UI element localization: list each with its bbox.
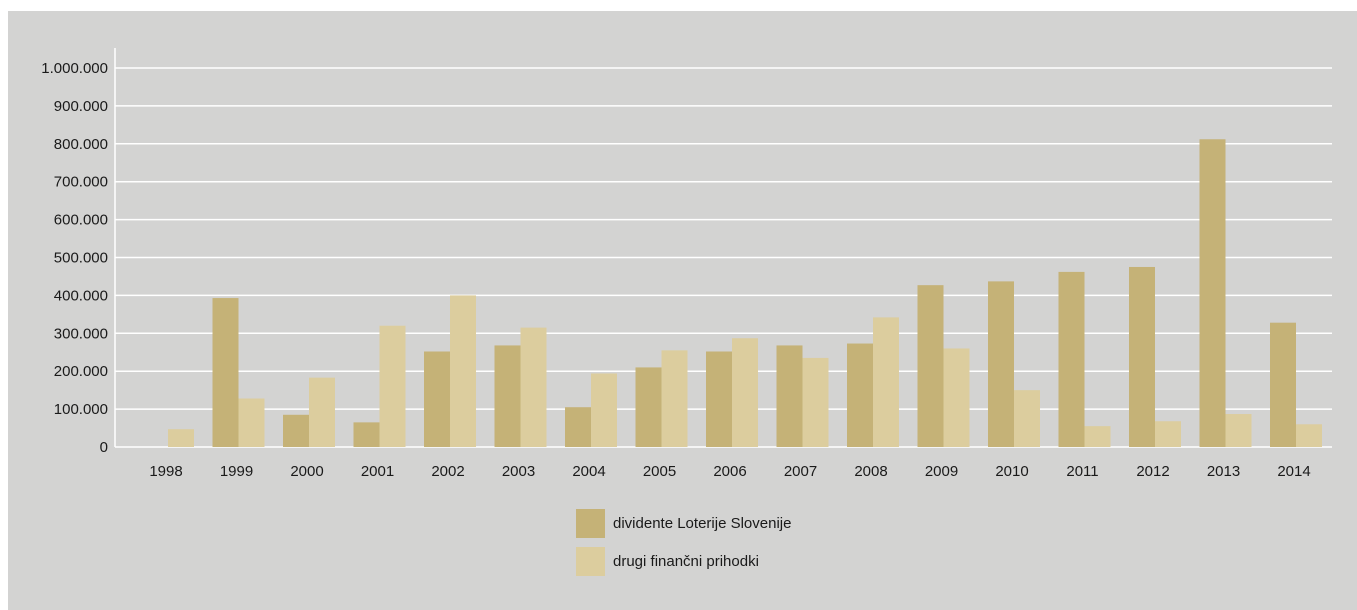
legend-label: drugi finančni prihodki [613, 553, 759, 570]
bar-dividends-2010 [988, 281, 1014, 447]
bar-dividends-2008 [847, 343, 873, 447]
y-tick-label: 300.000 [54, 325, 108, 342]
bar-dividends-2012 [1129, 266, 1155, 447]
y-tick-label: 100.000 [54, 401, 108, 418]
bar-dividends-2004 [565, 407, 591, 447]
x-tick-label: 2001 [361, 463, 394, 480]
bar-other-income-2008 [873, 317, 899, 447]
bar-dividends-2000 [283, 414, 309, 447]
x-tick-label: 2014 [1277, 463, 1310, 480]
bar-dividends-2011 [1058, 271, 1085, 447]
y-tick-label: 600.000 [54, 212, 108, 229]
x-tick-label: 2010 [995, 463, 1028, 480]
bar-other-income-2010 [1014, 390, 1040, 447]
bar-other-income-2002 [450, 295, 476, 447]
x-tick-label: 2005 [643, 463, 676, 480]
y-tick-label: 900.000 [54, 98, 108, 115]
bar-dividends-2014 [1270, 322, 1296, 447]
bar-other-income-2007 [802, 357, 829, 447]
x-tick-label: 2009 [925, 463, 958, 480]
bar-other-income-2014 [1296, 424, 1322, 447]
x-tick-label: 2007 [784, 463, 817, 480]
bar-other-income-2001 [379, 325, 406, 447]
bar-other-income-2005 [661, 350, 688, 447]
bar-dividends-2005 [635, 367, 662, 447]
legend-label: dividente Loterije Slovenije [613, 515, 791, 532]
x-tick-label: 2008 [854, 463, 887, 480]
x-tick-label: 1998 [149, 463, 182, 480]
y-tick-label: 0 [100, 439, 108, 456]
bar-other-income-2000 [309, 377, 335, 447]
x-tick-label: 2003 [502, 463, 535, 480]
bar-dividends-2009 [917, 285, 944, 447]
bar-other-income-1999 [238, 398, 265, 447]
y-tick-label: 200.000 [54, 363, 108, 380]
legend-swatch [576, 547, 605, 576]
bar-other-income-2004 [591, 373, 617, 447]
bar-other-income-1998 [168, 429, 194, 447]
bar-other-income-2009 [943, 348, 970, 447]
x-tick-label: 2011 [1066, 463, 1098, 480]
legend-swatch [576, 509, 605, 538]
x-tick-label: 2004 [572, 463, 605, 480]
y-tick-label: 700.000 [54, 174, 108, 191]
bar-dividends-2003 [494, 345, 521, 447]
bar-dividends-2007 [776, 345, 803, 447]
y-tick-label: 1.000.000 [41, 60, 108, 77]
x-tick-label: 1999 [220, 463, 253, 480]
x-tick-label: 2000 [290, 463, 323, 480]
bar-dividends-1999 [212, 298, 239, 447]
y-tick-label: 500.000 [54, 250, 108, 267]
x-tick-label: 2006 [713, 463, 746, 480]
x-tick-label: 2013 [1207, 463, 1240, 480]
bar-other-income-2011 [1084, 426, 1111, 447]
bar-other-income-2003 [520, 327, 547, 447]
bar-other-income-2006 [732, 338, 758, 447]
y-tick-label: 400.000 [54, 287, 108, 304]
x-tick-label: 2012 [1136, 463, 1169, 480]
y-tick-label: 800.000 [54, 136, 108, 153]
bar-dividends-2002 [424, 351, 450, 447]
bar-dividends-2006 [706, 351, 732, 447]
x-tick-label: 2002 [431, 463, 464, 480]
bar-dividends-2013 [1199, 139, 1226, 447]
bar-dividends-2001 [353, 422, 380, 447]
bar-other-income-2012 [1155, 421, 1181, 447]
bar-other-income-2013 [1225, 414, 1252, 447]
